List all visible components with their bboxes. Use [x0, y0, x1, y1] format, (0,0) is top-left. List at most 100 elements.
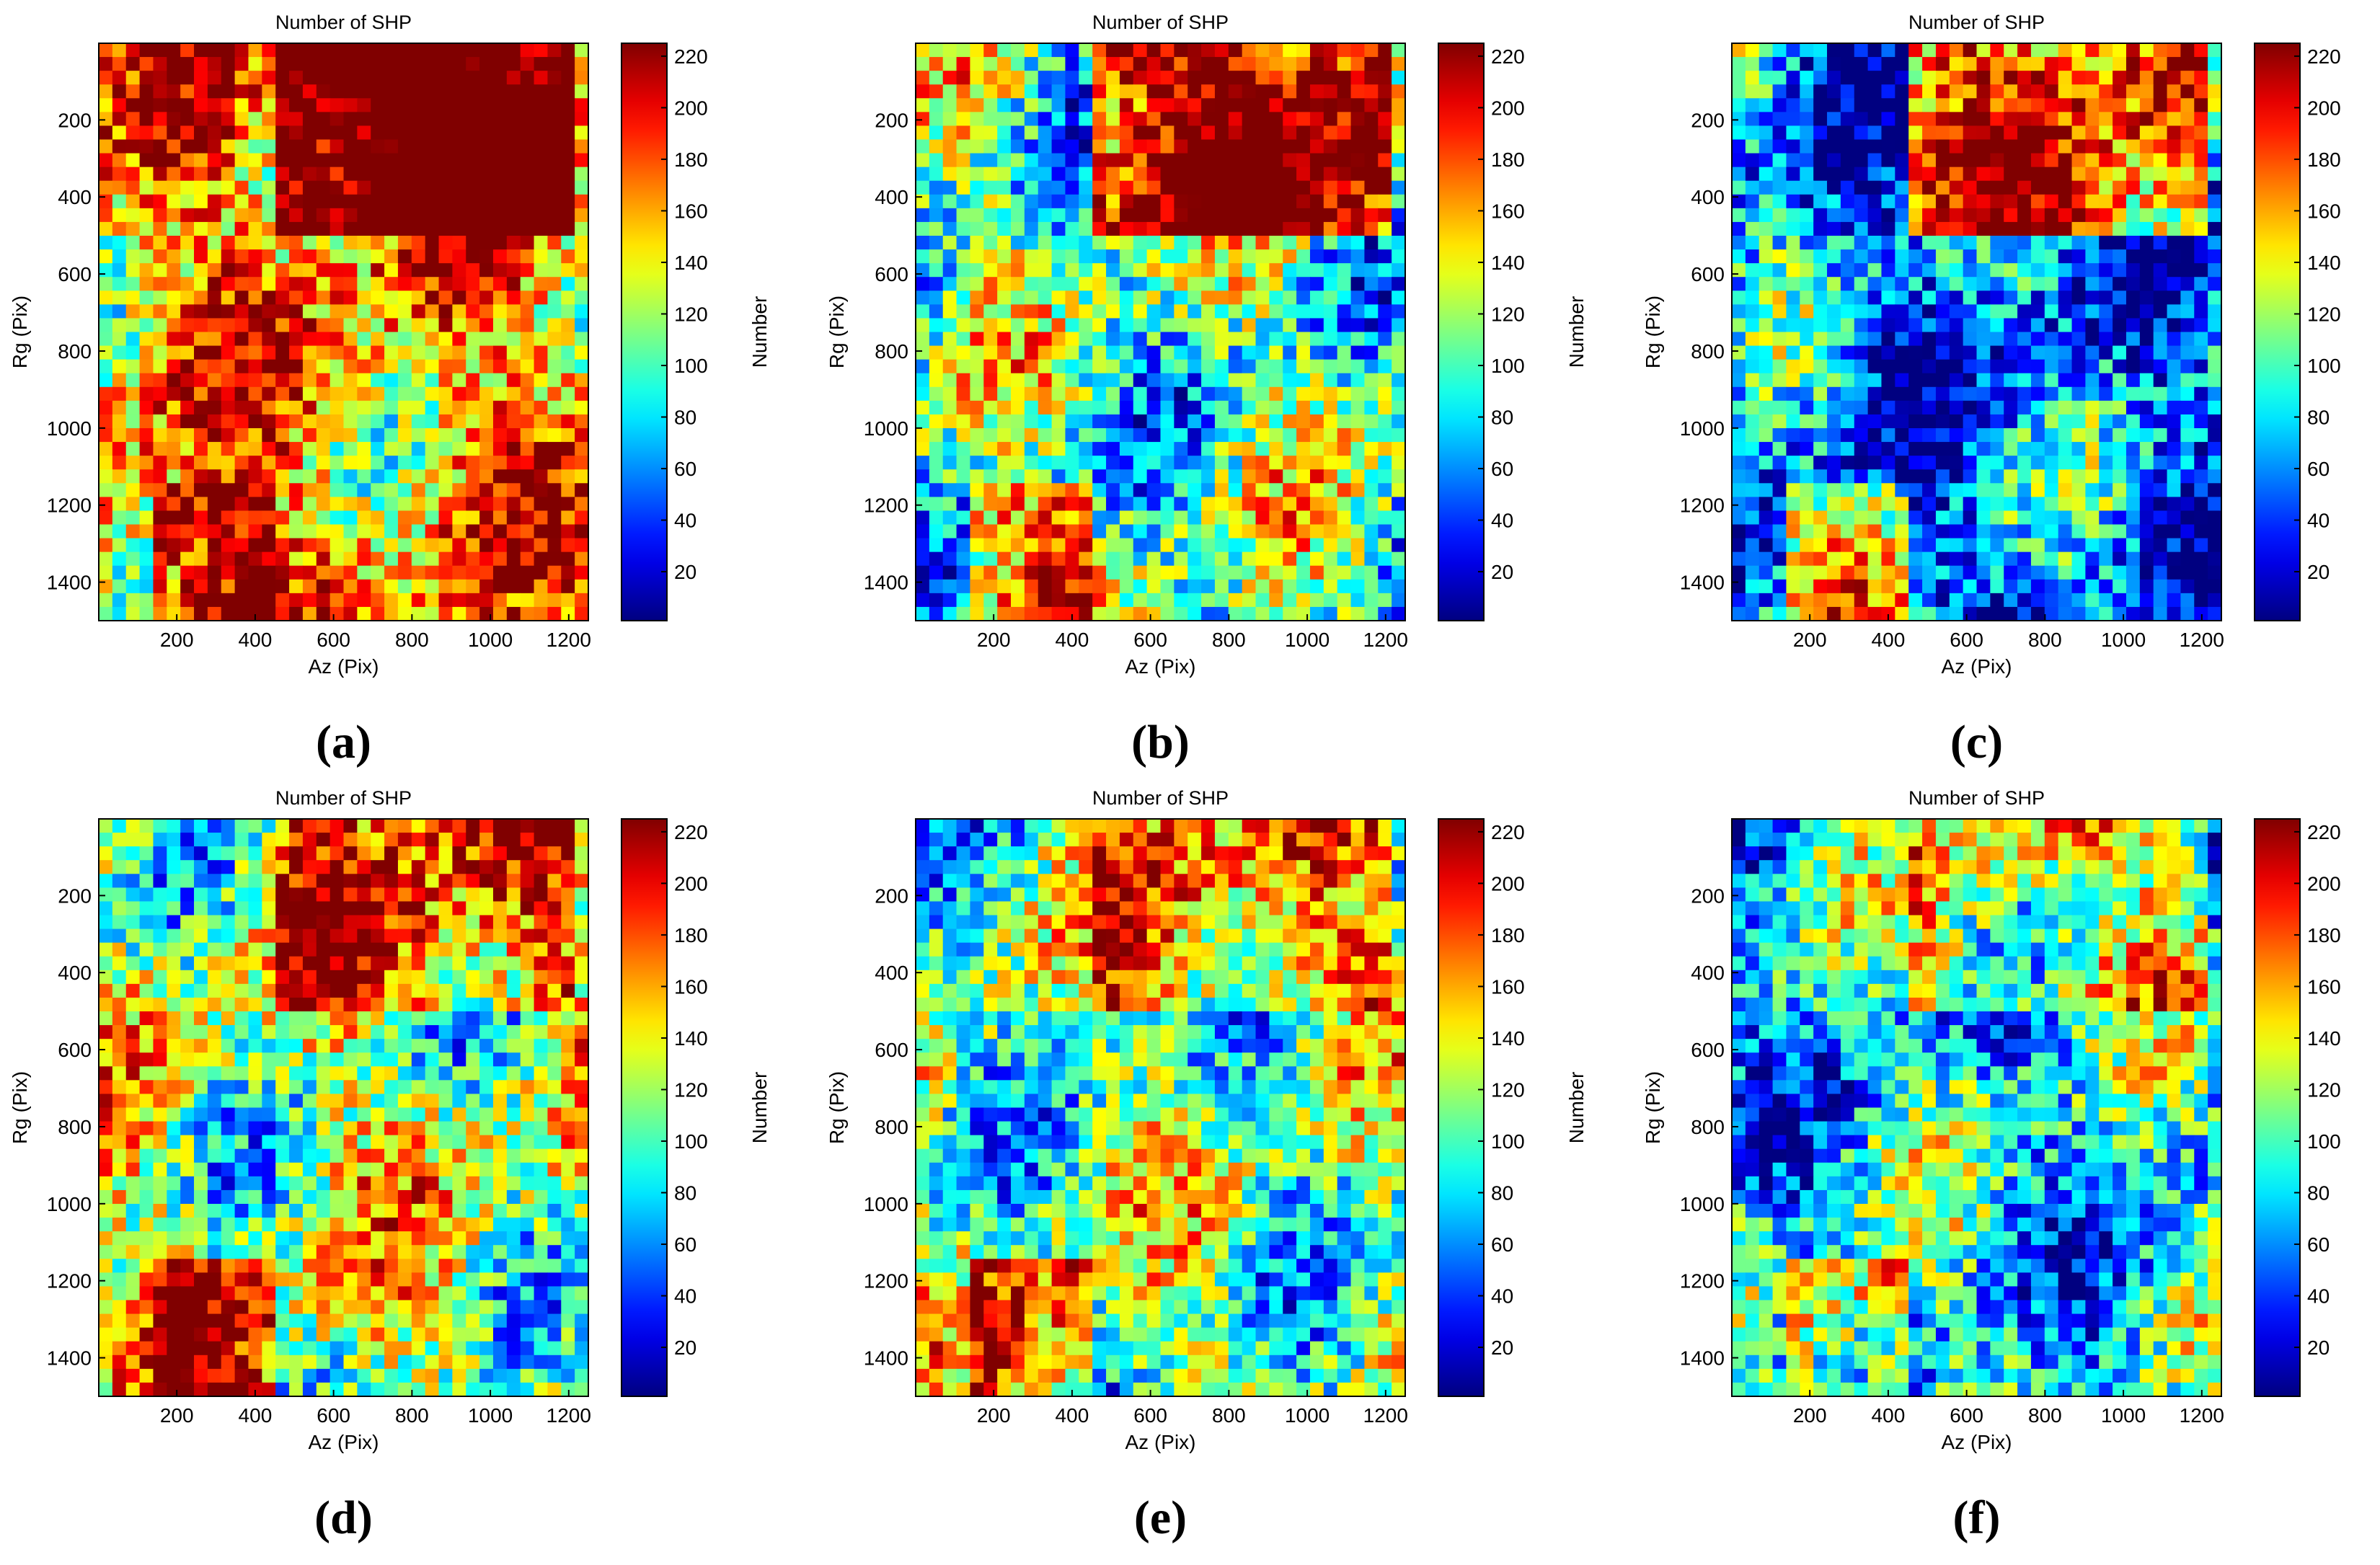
- heatmap-cell: [1827, 510, 1841, 526]
- heatmap-cell: [1337, 551, 1352, 567]
- heatmap-cell: [275, 332, 290, 347]
- heatmap-cell: [167, 98, 181, 112]
- heatmap-cell: [2139, 236, 2154, 250]
- y-tick-label: 600: [875, 263, 908, 285]
- heatmap-cell: [1337, 208, 1352, 223]
- heatmap-cell: [1160, 359, 1174, 374]
- heatmap-cell: [248, 112, 262, 127]
- heatmap-cell: [1174, 112, 1188, 127]
- heatmap-cell: [384, 263, 399, 278]
- heatmap-cell: [329, 456, 345, 470]
- heatmap-cell: [180, 304, 195, 319]
- heatmap-cell: [2153, 551, 2168, 567]
- heatmap-cell: [1990, 208, 2004, 223]
- heatmap-cell: [492, 414, 508, 429]
- heatmap-cell: [180, 819, 195, 833]
- heatmap-cell: [1038, 606, 1053, 621]
- heatmap-cell: [2085, 483, 2100, 497]
- heatmap-cell: [1174, 304, 1188, 319]
- heatmap-cell: [329, 833, 345, 847]
- heatmap-cell: [1949, 510, 1964, 526]
- heatmap-cell: [1800, 84, 1814, 99]
- heatmap-cell: [316, 332, 331, 347]
- heatmap-cell: [956, 221, 971, 236]
- heatmap-cell: [1296, 208, 1311, 223]
- heatmap-cell: [207, 819, 222, 833]
- heatmap-cell: [2044, 469, 2059, 484]
- heatmap-cell: [1963, 249, 1978, 264]
- heatmap-cell: [1935, 373, 1950, 388]
- heatmap-cell: [1963, 153, 1978, 168]
- heatmap-cell: [561, 236, 575, 250]
- heatmap-cell: [1922, 167, 1937, 182]
- heatmap-cell: [1038, 524, 1053, 539]
- heatmap-cell: [2180, 593, 2195, 608]
- heatmap-cell: [438, 304, 453, 319]
- heatmap-cell: [2071, 538, 2086, 553]
- heatmap-cell: [1364, 98, 1379, 112]
- heatmap-cell: [1119, 524, 1134, 539]
- heatmap-cell: [1840, 538, 1855, 553]
- heatmap-cell: [411, 846, 426, 861]
- heatmap-cell: [302, 221, 317, 236]
- heatmap-cell: [2085, 249, 2100, 264]
- heatmap-cell: [275, 236, 290, 250]
- heatmap-cell: [1854, 345, 1869, 360]
- heatmap-cell: [1119, 194, 1134, 209]
- heatmap-cell: [2167, 483, 2182, 497]
- heatmap-cell: [1079, 400, 1093, 415]
- heatmap-cell: [1011, 84, 1025, 99]
- heatmap-cell: [112, 524, 127, 539]
- heatmap-cell: [520, 442, 535, 456]
- y-tick-label: 400: [58, 186, 92, 208]
- heatmap-cell: [2153, 139, 2168, 154]
- heatmap-cell: [2208, 84, 2222, 99]
- heatmap-cell: [1201, 373, 1216, 388]
- heatmap-cell: [997, 221, 1012, 236]
- heatmap-cell: [139, 71, 154, 85]
- heatmap-cell: [1745, 167, 1760, 182]
- heatmap-cell: [1214, 194, 1229, 209]
- heatmap-cell: [1038, 345, 1053, 360]
- heatmap-cell: [99, 469, 113, 484]
- heatmap-cell: [262, 71, 276, 85]
- heatmap-cell: [1867, 249, 1883, 264]
- heatmap-cell: [262, 414, 276, 429]
- heatmap-cell: [343, 565, 358, 580]
- heatmap-cell: [425, 304, 440, 319]
- heatmap-cell: [2044, 551, 2059, 567]
- heatmap-cell: [1024, 221, 1039, 236]
- heatmap-cell: [1854, 194, 1869, 209]
- heatmap-cell: [1800, 139, 1814, 154]
- heatmap-cell: [2113, 497, 2127, 512]
- heatmap-cell: [1908, 208, 1923, 223]
- heatmap-cell: [1146, 236, 1162, 250]
- heatmap-cell: [397, 359, 412, 374]
- heatmap-cell: [2167, 565, 2182, 580]
- heatmap-cell: [153, 538, 167, 553]
- heatmap-cell: [575, 180, 589, 195]
- heatmap-cell: [1309, 483, 1324, 497]
- heatmap-cell: [411, 551, 426, 567]
- heatmap-cell: [956, 428, 971, 443]
- heatmap-cell: [1772, 153, 1787, 168]
- heatmap-cell: [343, 901, 358, 916]
- heatmap-cell: [99, 125, 113, 141]
- heatmap-cell: [289, 538, 304, 553]
- heatmap-cell: [234, 551, 249, 567]
- heatmap-cell: [1976, 208, 1991, 223]
- heatmap-cell: [180, 112, 195, 127]
- heatmap-cell: [1772, 57, 1787, 71]
- heatmap-cell: [1963, 263, 1978, 278]
- heatmap-cell: [371, 318, 385, 333]
- heatmap-cell: [1867, 483, 1883, 497]
- heatmap-cell: [397, 345, 412, 360]
- heatmap-cell: [1854, 71, 1869, 85]
- heatmap-cell: [1935, 428, 1950, 443]
- heatmap-cell: [1065, 359, 1079, 374]
- heatmap-cell: [384, 221, 399, 236]
- heatmap-cell: [452, 483, 466, 497]
- heatmap-cell: [262, 524, 276, 539]
- heatmap-cell: [534, 483, 549, 497]
